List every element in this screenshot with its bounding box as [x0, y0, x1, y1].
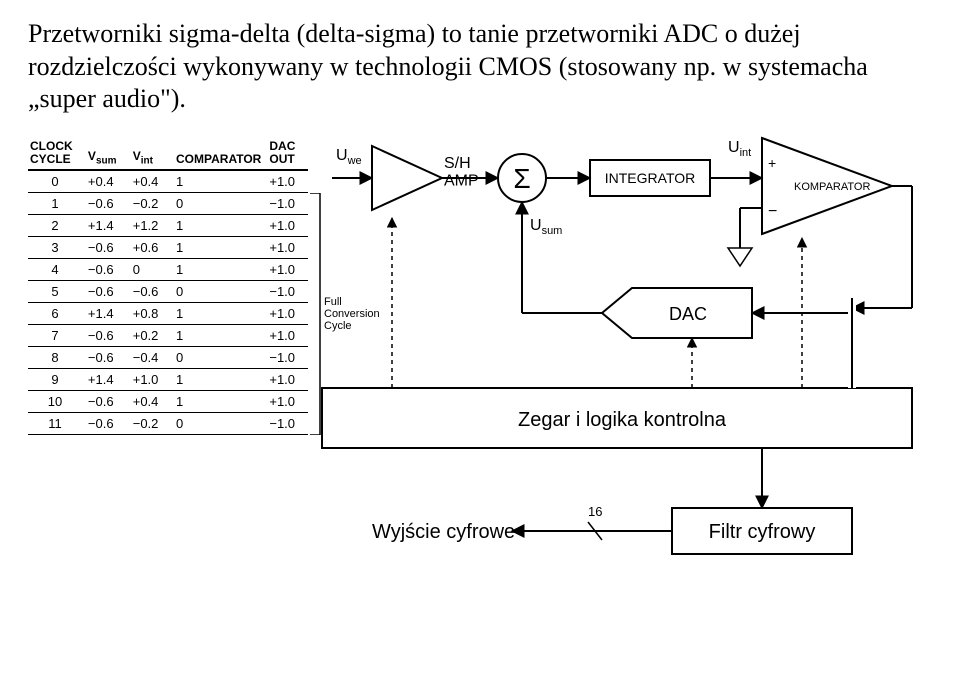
table-cell: +1.4 [86, 303, 131, 325]
comparator-label: KOMPARATOR [794, 181, 870, 193]
table-cell: +1.0 [267, 391, 308, 413]
conversion-table-wrap: CLOCKCYCLEVsumVintCOMPARATORDACOUT 0+0.4… [28, 138, 308, 436]
clock-logic-label: Zegar i logika kontrolna [518, 409, 727, 431]
table-cell: 0 [174, 347, 267, 369]
table-cell: 0 [28, 170, 86, 193]
table-cell: −0.6 [86, 347, 131, 369]
table-cell: 1 [174, 369, 267, 391]
table-cell: 9 [28, 369, 86, 391]
table-cell: −1.0 [267, 413, 308, 435]
table-cell: +0.4 [131, 170, 174, 193]
table-cell: −0.6 [86, 193, 131, 215]
col-header: Vint [131, 138, 174, 171]
table-cell: +1.0 [267, 303, 308, 325]
table-cell: 7 [28, 325, 86, 347]
table-row: 7−0.6+0.21+1.0 [28, 325, 308, 347]
content-row: CLOCKCYCLEVsumVintCOMPARATORDACOUT 0+0.4… [28, 138, 932, 658]
table-row: 1−0.6−0.20−1.0 [28, 193, 308, 215]
table-row: 0+0.4+0.41+1.0 [28, 170, 308, 193]
table-cell: 11 [28, 413, 86, 435]
table-cell: 5 [28, 281, 86, 303]
minus-label: − [768, 203, 777, 220]
table-cell: +0.2 [131, 325, 174, 347]
table-cell: 1 [174, 170, 267, 193]
table-cell: +0.4 [86, 170, 131, 193]
table-cell: +1.2 [131, 215, 174, 237]
table-cell: −0.2 [131, 193, 174, 215]
table-cell: 0 [174, 193, 267, 215]
col-header: CLOCKCYCLE [28, 138, 86, 171]
ground-icon [728, 248, 752, 266]
table-row: 3−0.6+0.61+1.0 [28, 237, 308, 259]
table-cell: 1 [174, 303, 267, 325]
table-row: 11−0.6−0.20−1.0 [28, 413, 308, 435]
uwe-label: Uwe [336, 147, 362, 167]
table-cell: 1 [174, 215, 267, 237]
usum-label: Usum [530, 217, 562, 237]
page-title: Przetworniki sigma-delta (delta-sigma) t… [28, 18, 932, 116]
table-cell: 0 [174, 413, 267, 435]
table-cell: 1 [28, 193, 86, 215]
table-cell: +1.0 [267, 237, 308, 259]
table-cell: 1 [174, 391, 267, 413]
plus-label: + [768, 155, 776, 171]
table-cell: +1.4 [86, 369, 131, 391]
table-cell: −0.6 [86, 237, 131, 259]
table-cell: −0.2 [131, 413, 174, 435]
table-cell: +0.8 [131, 303, 174, 325]
table-cell: −1.0 [267, 281, 308, 303]
table-cell: +1.0 [267, 215, 308, 237]
table-row: 10−0.6+0.41+1.0 [28, 391, 308, 413]
dac-label: DAC [669, 304, 707, 324]
filter-label: Filtr cyfrowy [709, 521, 816, 543]
table-cell: 6 [28, 303, 86, 325]
block-diagram: S/HAMP Uwe Σ Usum INTEGRATOR Uint KOMPAR… [332, 138, 932, 658]
table-row: 6+1.4+0.81+1.0 [28, 303, 308, 325]
uint-label: Uint [728, 139, 751, 159]
table-cell: −1.0 [267, 347, 308, 369]
table-cell: 1 [174, 325, 267, 347]
table-row: 9+1.4+1.01+1.0 [28, 369, 308, 391]
table-cell: −0.6 [131, 281, 174, 303]
table-cell: −0.6 [86, 281, 131, 303]
table-cell: −0.6 [86, 325, 131, 347]
digital-out-label: Wyjście cyfrowe [372, 521, 515, 543]
table-row: 8−0.6−0.40−1.0 [28, 347, 308, 369]
table-row: 4−0.601+1.0 [28, 259, 308, 281]
sh-amp-label: S/HAMP [444, 155, 479, 190]
table-cell: −0.4 [131, 347, 174, 369]
table-cell: +1.0 [267, 259, 308, 281]
table-cell: +0.6 [131, 237, 174, 259]
table-row: 5−0.6−0.60−1.0 [28, 281, 308, 303]
col-header: Vsum [86, 138, 131, 171]
table-row: 2+1.4+1.21+1.0 [28, 215, 308, 237]
bus-width: 16 [588, 504, 602, 519]
integrator-label: INTEGRATOR [605, 170, 696, 186]
table-cell: 3 [28, 237, 86, 259]
table-cell: −0.6 [86, 391, 131, 413]
sh-amp-block [372, 146, 442, 210]
table-cell: +1.4 [86, 215, 131, 237]
table-cell: 0 [131, 259, 174, 281]
table-cell: 0 [174, 281, 267, 303]
table-cell: 10 [28, 391, 86, 413]
table-cell: 2 [28, 215, 86, 237]
table-cell: −1.0 [267, 193, 308, 215]
col-header: DACOUT [267, 138, 308, 171]
table-cell: +1.0 [267, 325, 308, 347]
table-cell: −0.6 [86, 259, 131, 281]
table-cell: +1.0 [267, 170, 308, 193]
table-cell: +1.0 [267, 369, 308, 391]
conversion-table: CLOCKCYCLEVsumVintCOMPARATORDACOUT 0+0.4… [28, 138, 308, 436]
table-cell: 1 [174, 259, 267, 281]
sigma-icon: Σ [513, 163, 530, 194]
table-cell: 4 [28, 259, 86, 281]
table-cell: −0.6 [86, 413, 131, 435]
table-cell: 1 [174, 237, 267, 259]
table-cell: +1.0 [131, 369, 174, 391]
table-cell: +0.4 [131, 391, 174, 413]
col-header: COMPARATOR [174, 138, 267, 171]
table-cell: 8 [28, 347, 86, 369]
